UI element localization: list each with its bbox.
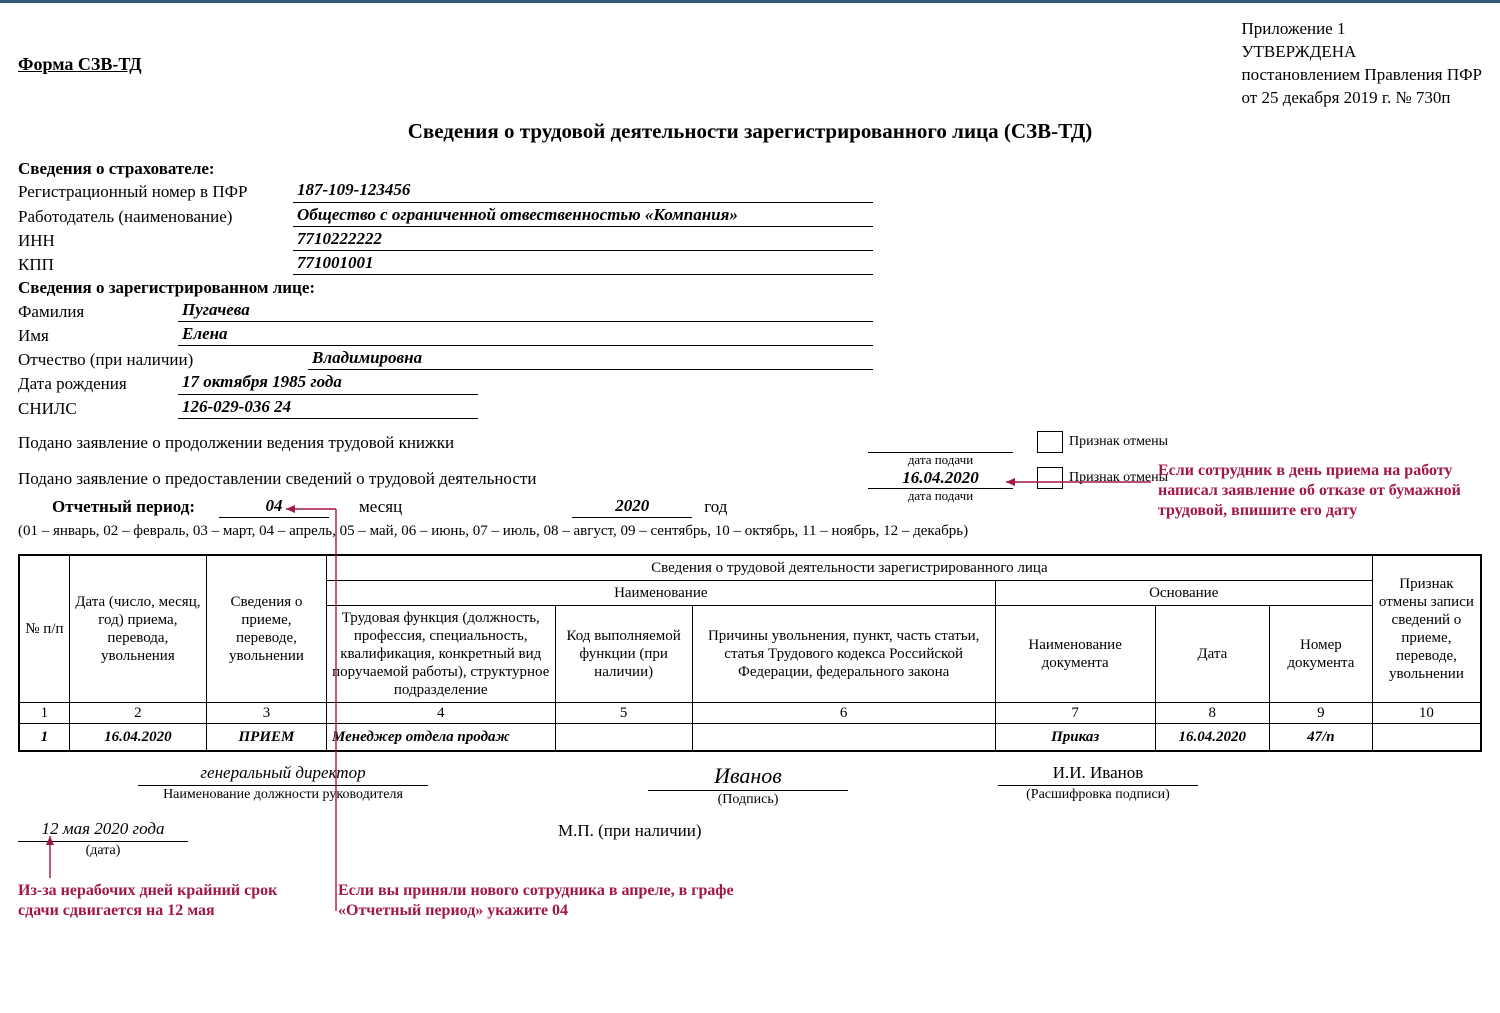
reg-no-value: 187-109-123456 [293, 179, 873, 202]
bottom-annotations: Из-за нерабочих дней крайний срок сдачи … [18, 881, 1482, 921]
app1-text: Подано заявление о продолжении ведения т… [18, 432, 808, 453]
sign-date: 12 мая 2020 года [18, 818, 188, 841]
app2-text: Подано заявление о предоставлении сведен… [18, 468, 808, 489]
colnum-8: 8 [1155, 703, 1269, 724]
period-year: 2020 [572, 495, 692, 517]
app1-date-sub: дата подачи [868, 452, 1013, 468]
colnum-1: 1 [19, 703, 69, 724]
signature-row: генеральный директор Наименование должно… [18, 762, 1482, 808]
patronymic-label: Отчество (при наличии) [18, 349, 308, 370]
cell-func: Менеджер отдела продаж [326, 724, 555, 752]
cell-cancel [1372, 724, 1481, 752]
app1-chk-label: Признак отмены [1069, 433, 1168, 451]
kpp-label: КПП [18, 254, 293, 275]
colnum-2: 2 [69, 703, 206, 724]
period-month-word: месяц [329, 496, 432, 517]
th-priznak: Признак отмены записи сведений о приеме,… [1372, 555, 1481, 703]
th-func: Трудовая функция (должность, профессия, … [326, 606, 555, 703]
sign-date-sub: (дата) [18, 842, 188, 860]
colnum-3: 3 [206, 703, 326, 724]
annotation-bottom-left: Из-за нерабочих дней крайний срок сдачи … [18, 881, 298, 921]
appendix-block: Приложение 1 УТВЕРЖДЕНА постановлением П… [1241, 18, 1482, 110]
surname-label: Фамилия [18, 301, 178, 322]
app2-date-val: 16.04.2020 [902, 468, 979, 487]
header-row: Форма СЗВ-ТД Приложение 1 УТВЕРЖДЕНА пос… [18, 18, 1482, 110]
app-line-1: Подано заявление о продолжении ведения т… [18, 431, 1482, 453]
dob-label: Дата рождения [18, 373, 178, 394]
cell-event: ПРИЕМ [206, 724, 326, 752]
bottom-row: 12 мая 2020 года (дата) М.П. (при наличи… [18, 818, 1482, 859]
applications-block: Подано заявление о продолжении ведения т… [18, 431, 1482, 490]
dob-value: 17 октября 1985 года [178, 371, 478, 394]
th-docname: Наименование документа [995, 606, 1155, 703]
period-year-word: год [692, 496, 739, 517]
app2-date: 16.04.2020 дата подачи [868, 467, 1013, 489]
app1-checkbox [1037, 431, 1063, 453]
sign-decoded: И.И. Иванов [998, 762, 1198, 785]
document-title: Сведения о трудовой деятельности зарегис… [18, 118, 1482, 144]
cell-docdate: 16.04.2020 [1155, 724, 1269, 752]
app2-chk-label: Признак отмены [1069, 469, 1168, 487]
cell-n: 1 [19, 724, 69, 752]
inn-label: ИНН [18, 230, 293, 251]
colnum-7: 7 [995, 703, 1155, 724]
inn-value: 7710222222 [293, 228, 873, 251]
cell-code [555, 724, 692, 752]
patronymic-value: Владимировна [308, 347, 873, 370]
months-hint: (01 – январь, 02 – февраль, 03 – март, 0… [18, 522, 1482, 541]
name-value: Елена [178, 323, 873, 346]
mp-text: М.П. (при наличии) [558, 818, 702, 841]
main-table: № п/п Дата (число, месяц, год) приема, п… [18, 554, 1482, 752]
colnum-9: 9 [1269, 703, 1372, 724]
app1-date: дата подачи [868, 431, 1013, 453]
th-caption: Сведения о трудовой деятельности зарегис… [326, 555, 1372, 581]
colnum-4: 4 [326, 703, 555, 724]
employer-label: Работодатель (наименование) [18, 206, 293, 227]
table-row: 1 16.04.2020 ПРИЕМ Менеджер отдела прода… [19, 724, 1481, 752]
app2-checkbox [1037, 467, 1063, 489]
th-reason: Причины увольнения, пункт, часть статьи,… [692, 606, 995, 703]
surname-value: Пугачева [178, 299, 873, 322]
period-label: Отчетный период: [52, 496, 219, 517]
insurer-block: Сведения о страхователе: Регистрационный… [18, 158, 873, 275]
colnum-6: 6 [692, 703, 995, 724]
person-block: Сведения о зарегистрированном лице: Фами… [18, 277, 873, 419]
colnum-5: 5 [555, 703, 692, 724]
th-date: Дата (число, месяц, год) приема, перевод… [69, 555, 206, 703]
sign-signature: Иванов [648, 762, 848, 791]
name-label: Имя [18, 325, 178, 346]
period-block: Отчетный период: 04 месяц 2020 год (01 –… [18, 495, 1482, 540]
th-docdate: Дата [1155, 606, 1269, 703]
sign-decoded-sub: (Расшифровка подписи) [998, 786, 1198, 804]
th-num: № п/п [19, 555, 69, 703]
appendix-l2: УТВЕРЖДЕНА [1241, 41, 1482, 64]
form-name: Форма СЗВ-ТД [18, 53, 142, 76]
colnum-10: 10 [1372, 703, 1481, 724]
appendix-l3: постановлением Правления ПФР [1241, 64, 1482, 87]
cell-docnum: 47/п [1269, 724, 1372, 752]
sign-signature-sub: (Подпись) [648, 791, 848, 809]
th-osnov: Основание [995, 581, 1372, 606]
sign-position-sub: Наименование должности руководителя [138, 786, 428, 804]
employer-value: Общество с ограниченной отвественностью … [293, 204, 873, 227]
period-month: 04 [219, 495, 329, 517]
sign-position: генеральный директор [138, 762, 428, 785]
reg-no-label: Регистрационный номер в ПФР [18, 181, 293, 202]
th-naimen: Наименование [326, 581, 995, 606]
appendix-l4: от 25 декабря 2019 г. № 730п [1241, 87, 1482, 110]
table-num-row: 1 2 3 4 5 6 7 8 9 10 [19, 703, 1481, 724]
person-head: Сведения о зарегистрированном лице: [18, 277, 873, 298]
cell-date: 16.04.2020 [69, 724, 206, 752]
snils-value: 126-029-036 24 [178, 396, 478, 419]
insurer-head: Сведения о страхователе: [18, 158, 873, 179]
cell-reason [692, 724, 995, 752]
th-docnum: Номер документа [1269, 606, 1372, 703]
cell-docname: Приказ [995, 724, 1155, 752]
appendix-l1: Приложение 1 [1241, 18, 1482, 41]
th-code: Код выполняемой функции (при наличии) [555, 606, 692, 703]
annotation-bottom-right: Если вы приняли нового сотрудника в апре… [338, 881, 738, 921]
th-event: Сведения о приеме, переводе, увольнении [206, 555, 326, 703]
snils-label: СНИЛС [18, 398, 178, 419]
kpp-value: 771001001 [293, 252, 873, 275]
